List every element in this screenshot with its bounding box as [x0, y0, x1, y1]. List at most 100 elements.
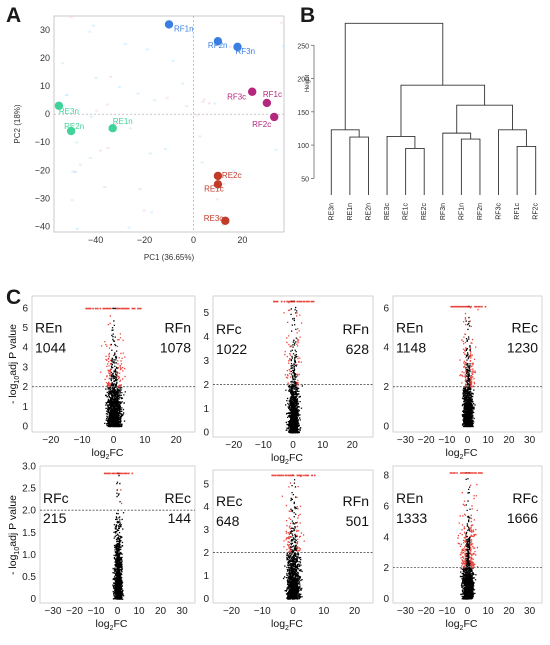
- pca-speckle: [165, 96, 169, 99]
- volcano-frame: [212, 295, 374, 438]
- dendro-y-tick-label: 150: [297, 110, 309, 117]
- volcano-x-tick-label: −20: [42, 435, 59, 446]
- pca-point-rf2n: [213, 37, 223, 46]
- volcano-x-tick-label: −10: [87, 606, 104, 617]
- pca-speckle: [146, 48, 150, 51]
- volcano-y-tick-label: 0: [383, 594, 389, 605]
- volcano-right-label: REc: [165, 490, 191, 506]
- pca-speckle: [202, 98, 206, 101]
- pca-y-tick-label: −40: [35, 221, 50, 231]
- pca-speckle: [148, 152, 152, 155]
- pca-y-tick-label: −20: [35, 165, 50, 175]
- volcano-right-label: RFn: [343, 493, 369, 509]
- volcano-y-tick-label: 4: [383, 343, 389, 354]
- volcano-x-tick-label: 0: [465, 606, 471, 617]
- volcano-right-count: 1230: [507, 340, 538, 356]
- volcano-panel-2: −20 −10 0 10 20 0 1 2 3 4 5 log2FC RFc 1022 RFn 628: [203, 295, 374, 466]
- volcano-y-tick-label: 6: [383, 502, 389, 513]
- pca-point-label: RF2n: [208, 41, 228, 50]
- volcano-panel-6: −30 −20 −10 0 10 20 30 0 2 4 6 8 log2FC REn 1333 RFc 166…: [383, 465, 543, 632]
- volcano-y-tick-label: 3: [22, 362, 28, 373]
- pca-point-label: RF1c: [263, 90, 282, 99]
- pca-speckle: [91, 24, 95, 27]
- volcano-y-tick-label: 3: [203, 356, 209, 367]
- pca-point-rf2c: [270, 112, 279, 122]
- volcano-x-tick-label: 10: [133, 606, 145, 617]
- volcano-y-tick-label: 2: [383, 563, 389, 574]
- volcano-y-tick-label: 1: [203, 571, 209, 582]
- pca-speckle: [153, 99, 157, 102]
- pca-point-label: RE1c: [204, 184, 224, 193]
- volcano-x-tick-label: 10: [483, 435, 495, 446]
- volcano-right-count: 628: [346, 341, 370, 357]
- pca-y-tick-label: 10: [40, 81, 50, 91]
- pca-x-tick-label: 20: [237, 235, 247, 245]
- volcano-x-tick-label: −20: [418, 606, 435, 617]
- volcano-x-tick-label: −20: [66, 606, 83, 617]
- pca-speckle: [98, 149, 102, 152]
- pca-speckle: [117, 85, 121, 88]
- pca-speckle: [274, 148, 278, 151]
- volcano-x-tick-label: −10: [74, 435, 91, 446]
- volcano-left-count: 1044: [35, 340, 66, 356]
- pca-speckle: [69, 16, 73, 19]
- volcano-x-tick-label: 10: [483, 606, 495, 617]
- volcano-y-tick-label: 4: [383, 532, 389, 543]
- volcano-x-tick-label: 10: [317, 440, 329, 451]
- pca-point-label: RE3c: [204, 214, 224, 223]
- pca-speckle: [207, 102, 211, 105]
- pca-speckle: [94, 77, 98, 80]
- volcano-y-tick-label: 2: [383, 382, 389, 393]
- pca-speckle: [198, 135, 202, 138]
- pca-speckle: [70, 199, 74, 202]
- pca-speckle: [150, 211, 154, 214]
- volcano-y-tick-label: 3: [203, 525, 209, 536]
- volcano-x-tick-label: 30: [177, 606, 189, 617]
- dendro-merge-5: [442, 132, 472, 195]
- volcano-x-tick-label: −20: [225, 440, 242, 451]
- pca-speckle: [138, 188, 142, 191]
- pca-y-axis-title: PC2 (18%): [13, 104, 22, 143]
- volcano-y-tick-label: 0.5: [22, 572, 36, 583]
- pca-speckle: [128, 127, 132, 130]
- pca-speckle: [88, 30, 92, 33]
- volcano-nonsignificant-points: [285, 300, 303, 434]
- volcano-left-count: 215: [43, 510, 67, 526]
- pca-speckle: [239, 173, 243, 176]
- pca-speckle: [215, 198, 219, 201]
- volcano-frame: [31, 295, 196, 433]
- volcano-y-tick-label: 6: [383, 303, 389, 314]
- pca-speckle: [79, 163, 83, 166]
- panel-letter-b: B: [300, 4, 315, 27]
- pca-point-label: RE2c: [222, 171, 242, 180]
- volcano-y-tick-label: 1: [22, 402, 28, 413]
- volcano-x-tick-label: 30: [524, 606, 536, 617]
- pca-speckle: [142, 209, 146, 212]
- volcano-x-tick-label: −10: [255, 440, 272, 451]
- volcano-y-tick-label: 2: [22, 382, 28, 393]
- pca-speckle: [89, 115, 93, 118]
- pca-point-re2n: [66, 126, 76, 136]
- dendro-leaf-label: RE1c: [403, 203, 410, 221]
- pca-x-tick-label: 0: [191, 235, 196, 245]
- pca-speckle: [222, 182, 226, 185]
- dendro-merge-4: [460, 138, 481, 195]
- volcano-x-tick-label: −30: [397, 606, 414, 617]
- dendro-leaf-label: RE3c: [384, 203, 391, 221]
- volcano-y-tick-label: 0: [30, 594, 36, 605]
- dendro-merge-7: [498, 129, 527, 195]
- volcano-y-tick-label: 5: [203, 479, 209, 490]
- pca-speckle: [213, 102, 217, 105]
- volcano-x-tick-label: 20: [349, 606, 361, 617]
- volcano-right-label: RFn: [165, 320, 191, 336]
- volcano-x-tick-label: 0: [115, 606, 121, 617]
- dendro-merge-10: [344, 22, 444, 130]
- volcano-panel-3: −30 −20 −10 0 10 20 30 0 2 4 6 log2FC REn 1148 REc 1230: [383, 295, 543, 461]
- volcano-y-tick-label: 4: [22, 343, 28, 354]
- dendro-merge-3: [386, 135, 416, 195]
- dendro-leaf-label: RF1c: [514, 203, 521, 220]
- pca-point-label: RF3c: [227, 93, 246, 102]
- dendro-y-tick-label: 200: [297, 77, 309, 84]
- volcano-left-label: REn: [35, 320, 62, 336]
- volcano-x-tick-label: 20: [503, 606, 515, 617]
